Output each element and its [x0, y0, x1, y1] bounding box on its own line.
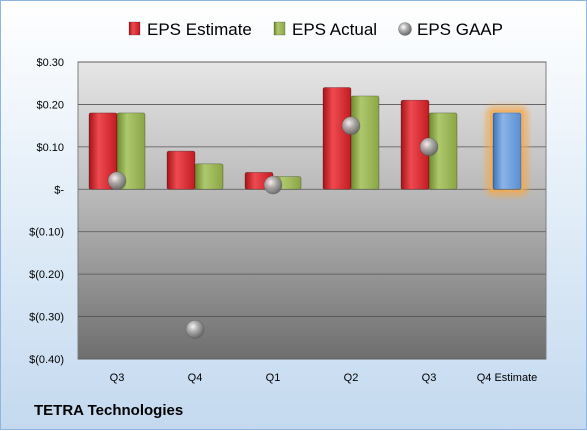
legend-label: EPS Actual — [292, 20, 377, 39]
bar-eps-estimate — [166, 150, 196, 190]
legend-swatch — [128, 21, 141, 36]
highlight-glow — [486, 106, 528, 196]
plot-area — [77, 61, 547, 360]
legend-label: EPS Estimate — [147, 20, 252, 39]
bar-eps-actual-estimate — [492, 112, 522, 190]
y-tick-label: $0.30 — [36, 57, 64, 69]
bar-eps-actual — [194, 163, 224, 190]
point-eps-gaap — [341, 116, 361, 135]
y-tick-label: $(0.10) — [29, 227, 64, 239]
x-tick-label: Q4 — [188, 372, 203, 384]
legend-swatch — [273, 21, 286, 36]
bar-eps-actual — [116, 112, 146, 190]
bar-eps-estimate — [322, 87, 352, 190]
x-tick-label: Q2 — [344, 372, 359, 384]
y-tick-label: $- — [54, 184, 64, 196]
y-tick-label: $(0.30) — [29, 312, 64, 324]
y-tick-label: $0.10 — [36, 142, 64, 154]
legend-swatch — [398, 22, 412, 36]
y-tick-label: $0.20 — [36, 99, 64, 111]
x-tick-label: Q4 Estimate — [477, 372, 538, 384]
point-eps-gaap — [419, 137, 439, 157]
point-eps-gaap — [107, 171, 127, 191]
company-name: TETRA Technologies — [34, 402, 184, 419]
y-tick-label: $(0.20) — [29, 269, 64, 281]
x-tick-label: Q3 — [110, 372, 125, 384]
point-eps-gaap — [263, 175, 283, 195]
x-tick-label: Q1 — [266, 372, 281, 384]
bar-eps-actual — [350, 95, 380, 190]
point-eps-gaap — [185, 319, 205, 339]
legend: EPS Estimate EPS Actual EPS GAAP — [128, 20, 503, 39]
highlight-outline — [490, 109, 524, 193]
y-tick-label: $(0.40) — [29, 354, 64, 366]
x-tick-label: Q3 — [422, 372, 437, 384]
legend-label: EPS GAAP — [417, 20, 503, 39]
